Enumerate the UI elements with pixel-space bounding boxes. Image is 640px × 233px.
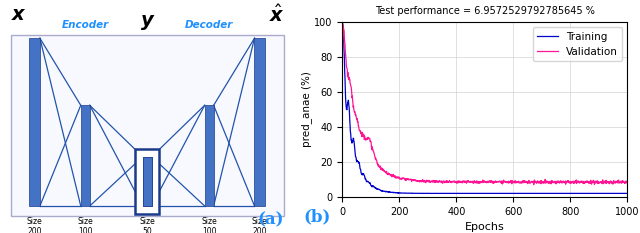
Text: (a): (a) <box>257 211 284 228</box>
Legend: Training, Validation: Training, Validation <box>532 27 622 61</box>
Training <box>339 21 346 24</box>
Text: Size
100: Size 100 <box>77 217 93 233</box>
X-axis label: Epochs: Epochs <box>465 222 505 232</box>
Bar <box>136 149 159 214</box>
Training <box>566 192 574 195</box>
Training <box>623 192 631 195</box>
Validation <box>368 148 376 151</box>
Training <box>534 192 542 195</box>
Validation <box>561 181 569 184</box>
Text: $\boldsymbol{y}$: $\boldsymbol{y}$ <box>140 13 155 32</box>
Training <box>561 192 569 195</box>
Bar <box>205 105 214 206</box>
Text: Size
200: Size 200 <box>27 217 42 233</box>
Validation <box>454 180 462 183</box>
Training <box>368 185 376 187</box>
Text: $\hat{\boldsymbol{x}}$: $\hat{\boldsymbol{x}}$ <box>269 4 285 26</box>
Training <box>465 192 472 195</box>
Title: Test performance = 6.9572529792785645 %: Test performance = 6.9572529792785645 % <box>375 6 595 16</box>
Validation <box>465 181 472 183</box>
Bar <box>255 38 265 206</box>
Bar <box>11 35 284 216</box>
Line: Training: Training <box>342 22 627 193</box>
Y-axis label: pred_anae (%): pred_anae (%) <box>301 72 312 147</box>
Text: (b): (b) <box>303 208 330 225</box>
Training <box>418 192 426 195</box>
Text: Decoder: Decoder <box>185 20 234 30</box>
Line: Validation: Validation <box>342 25 627 185</box>
Validation <box>566 180 574 183</box>
Training <box>454 192 462 195</box>
Text: Size
100: Size 100 <box>201 217 217 233</box>
Bar <box>29 38 40 206</box>
Bar <box>81 105 90 206</box>
Bar <box>143 157 152 206</box>
Bar <box>143 157 152 206</box>
Text: $\boldsymbol{x}$: $\boldsymbol{x}$ <box>11 5 27 24</box>
Validation <box>339 47 346 50</box>
Text: Encoder: Encoder <box>61 20 109 30</box>
Validation <box>530 183 538 186</box>
Text: Size
50: Size 50 <box>140 217 155 233</box>
Validation <box>339 24 347 26</box>
Text: Size
200: Size 200 <box>252 217 268 233</box>
Validation <box>535 182 543 185</box>
Validation <box>623 181 631 183</box>
